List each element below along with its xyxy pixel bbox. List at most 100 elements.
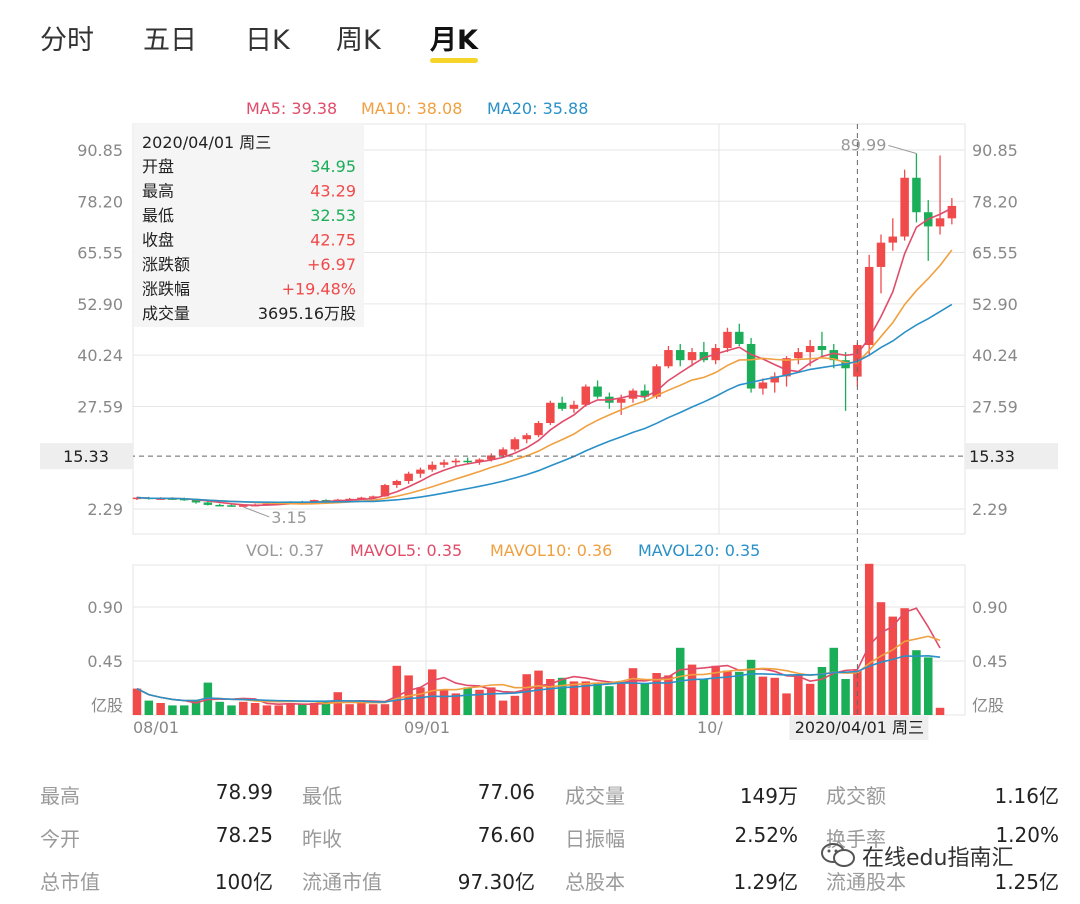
stat-label: 换手率 [826,827,886,851]
volume-bar [640,683,650,715]
volume-bar [723,670,732,715]
stat-value: 76.60 [477,823,535,847]
volume-bar [557,677,567,715]
stat-label: 昨收 [302,827,342,851]
candle-body [675,350,685,361]
stat-value: 1.29亿 [733,870,798,894]
volume-bar [427,669,437,715]
volume-bar [628,668,638,715]
candle-body [439,462,449,465]
volume-bar [309,703,319,715]
stat-label: 日振幅 [565,827,625,851]
volume-bar [475,689,484,715]
ma5-line [136,207,953,507]
candle-body [616,398,626,403]
candle-body [640,390,650,397]
volume-bar [463,687,472,715]
candle-body [770,376,779,383]
volume-bar [144,700,154,715]
volume-bar [805,683,815,715]
kline-chart[interactable]: MA5: 39.38 MA10: 38.08 MA20: 35.88 VOL: … [0,0,1080,760]
stat-label: 流通市值 [302,870,382,894]
price-tick-label-right: 27.59 [972,397,1018,416]
tab-five-day[interactable]: 五日 [143,25,197,56]
volume-bar [132,688,142,715]
candle-body [593,386,602,397]
price-tick-label-left: 52.90 [77,295,123,314]
volume-bar [770,677,779,715]
tooltip-box [134,124,364,327]
price-tick-label-left: 65.55 [77,244,123,263]
active-tab-indicator [430,58,478,63]
candle-body [392,480,402,486]
candle-body [569,404,579,409]
volume-bar [439,689,449,715]
extreme-annotations: 89.99 3.15 [243,135,917,527]
tooltip-row-label: 开盘 [142,157,174,176]
volume-bar [912,650,921,715]
candle-body [239,505,248,507]
price-tick-label-right: 2.29 [972,500,1008,519]
candle-body [805,345,815,353]
candle-body [735,331,744,344]
volume-bar [687,664,697,715]
volume-bar [345,704,354,715]
candle-body [557,402,567,409]
volume-bar [876,602,886,715]
candle-body [368,496,378,498]
candle-body [309,500,319,503]
volume-bar [392,665,402,715]
price-tick-label-left: 27.59 [77,397,123,416]
crosshair-date-label: 2020/04/01 周三 [795,718,924,737]
tooltip-row-value: +19.48% [282,280,356,299]
candle-body [227,505,236,507]
volume-bar [569,681,579,715]
mavol20-legend: MAVOL20: 0.35 [638,541,760,560]
tab-daily-k[interactable]: 日K [245,25,290,56]
volume-bar [333,692,343,715]
candle-body [215,504,224,507]
tooltip-row-label: 收盘 [142,231,174,250]
candle-body [427,464,437,470]
ma5-legend: MA5: 39.38 [246,99,337,118]
volume-bar [168,705,177,715]
chart-legends: MA5: 39.38 MA10: 38.08 MA20: 35.88 VOL: … [246,99,760,560]
volume-bar [498,700,508,715]
volume-bar [699,679,709,715]
volume-bar [546,679,555,715]
candle-body [475,459,484,462]
period-tabs: 分时 五日 日K 周K 月K [0,14,1080,64]
volume-bar [817,667,827,715]
price-tick-label-right: 90.85 [972,141,1018,160]
stat-value: 100亿 [214,870,273,894]
volume-bar [652,673,661,715]
price-tick-label-right: 40.24 [972,346,1018,365]
stock-stats: 最高 78.99 最低 77.06 成交量 149万 成交额 1.16亿 今开 78.25 昨收 76… [0,770,1080,900]
candle-body [191,500,201,503]
tooltip-row-value: +6.97 [307,255,356,274]
price-tick-label-left: 40.24 [77,346,123,365]
volume-bar [782,693,791,715]
volume-bar [864,563,874,715]
candle-body [357,497,366,500]
crosshair-price-box-left [40,443,133,470]
volume-bar [935,707,945,715]
stat-value: 1.25亿 [994,870,1059,894]
volume-bar [239,701,248,715]
volume-tick-label-right: 0.90 [972,598,1008,617]
stat-label: 成交额 [826,784,886,808]
date-axis-label: 09/01 [404,718,450,737]
axis-labels: 90.85 90.85 78.20 78.20 65.55 65.55 52.90 52.90… [77,141,1018,737]
tab-intraday[interactable]: 分时 [40,25,94,56]
candle-body [746,343,756,389]
candle-body [782,358,791,377]
tooltip-row-label: 最低 [142,206,174,225]
candle-body [463,460,472,463]
candle-body [817,345,827,351]
volume-bar [522,674,531,715]
tab-weekly-k[interactable]: 周K [336,25,381,56]
mavol10-legend: MAVOL10: 0.36 [490,541,612,560]
tab-monthly-k[interactable]: 月K [430,25,478,56]
candle-body [498,449,508,456]
